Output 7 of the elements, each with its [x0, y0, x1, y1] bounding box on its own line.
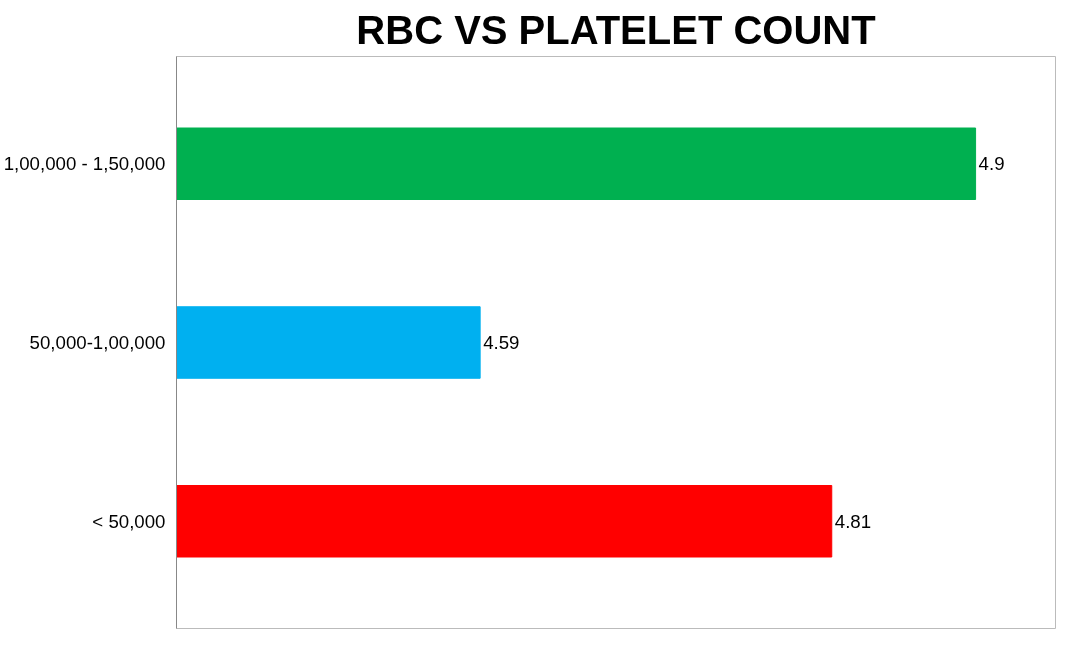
data-label: 4.81 [834, 510, 872, 532]
y-tick-label: < 50,000 [92, 510, 166, 532]
data-label: 4.9 [978, 153, 1005, 175]
y-tick-label: 50,000-1,00,000 [29, 332, 166, 353]
chart-title: RBC VS PLATELET COUNT [356, 7, 876, 52]
y-tick-label: 1,00,000 - 1,50,000 [3, 153, 166, 175]
data-label: 4.59 [483, 332, 520, 353]
